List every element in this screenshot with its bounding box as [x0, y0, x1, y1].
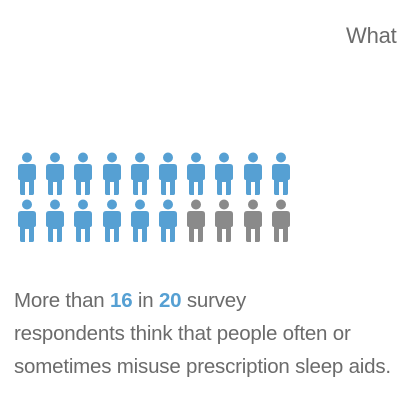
person-icon — [268, 199, 294, 243]
pictograph-grid — [14, 152, 298, 244]
person-icon — [268, 152, 294, 196]
stat-middle: in — [132, 289, 159, 312]
person-icon — [14, 199, 40, 243]
person-icon — [99, 199, 125, 243]
person-shape — [102, 152, 121, 195]
person-icon — [14, 152, 40, 196]
person-shape — [130, 152, 149, 195]
person-shape — [243, 199, 262, 242]
person-shape — [46, 199, 65, 242]
person-icon — [211, 199, 237, 243]
person-icon — [70, 152, 96, 196]
person-icon — [99, 152, 125, 196]
person-shape — [18, 199, 36, 242]
person-shape — [74, 199, 93, 242]
person-icon — [211, 152, 237, 196]
statistic-text: More than 16 in 20 survey respondents th… — [14, 284, 394, 383]
person-icon — [183, 199, 209, 243]
person-icon — [70, 199, 96, 243]
person-icon — [240, 199, 266, 243]
stat-total: 20 — [158, 289, 182, 312]
stat-line1-end: survey — [181, 289, 247, 312]
person-shape — [159, 152, 177, 195]
person-shape — [18, 152, 36, 195]
person-shape — [215, 152, 234, 195]
page-title: What t — [346, 23, 400, 48]
person-shape — [46, 152, 65, 195]
person-icon — [155, 199, 181, 243]
stat-line2: respondents think that people often or — [14, 322, 351, 345]
person-shape — [271, 152, 290, 195]
person-icon — [183, 152, 209, 196]
person-icon — [127, 199, 153, 243]
person-shape — [130, 199, 149, 242]
person-icon — [127, 152, 153, 196]
person-shape — [102, 199, 121, 242]
stat-count: 16 — [110, 289, 133, 312]
person-icon — [42, 152, 68, 196]
person-shape — [159, 199, 177, 242]
stat-prefix: More than — [14, 289, 110, 312]
stat-line3: sometimes misuse prescription sleep aids… — [14, 355, 391, 378]
person-shape — [187, 152, 206, 195]
person-shape — [243, 152, 262, 195]
person-icon — [155, 152, 181, 196]
person-icon — [240, 152, 266, 196]
person-shape — [74, 152, 93, 195]
person-shape — [215, 199, 234, 242]
person-icon — [42, 199, 68, 243]
person-shape — [271, 199, 290, 242]
person-shape — [187, 199, 206, 242]
